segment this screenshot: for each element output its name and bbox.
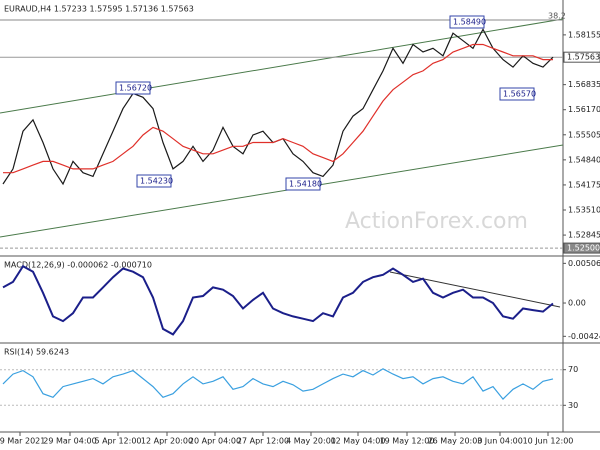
- annotation-label: 1.56720: [119, 84, 152, 93]
- y-tick-label: 1.52845: [568, 231, 600, 240]
- macd-trend-line: [389, 271, 561, 308]
- annotation-box: [136, 174, 172, 188]
- annotation-box: [285, 177, 321, 191]
- channel-upper: [0, 18, 564, 114]
- panel-title: MACD(12,26,9) -0.000062 -0.000710: [4, 261, 152, 270]
- price-marker: [563, 242, 600, 254]
- x-tick-label: 5 Apr 12:00: [94, 437, 141, 446]
- y-tick-label: 1.54175: [568, 180, 600, 189]
- panel-title: RSI(14) 59.6243: [4, 348, 69, 357]
- watermark: ActionForex.com: [345, 209, 528, 234]
- series-line: [3, 43, 553, 174]
- x-tick-label: 26 May 20:00: [428, 437, 483, 446]
- x-tick-label: 29 Mar 04:00: [43, 437, 96, 446]
- annotation-box: [115, 81, 151, 95]
- x-tick-label: 19 May 12:00: [380, 437, 435, 446]
- series-line: [2, 368, 554, 400]
- x-tick-label: 12 May 04:00: [331, 437, 386, 446]
- x-tick-label: 20 Apr 04:00: [189, 437, 241, 446]
- y-tick-label: 30: [568, 401, 578, 410]
- x-tick-label: 10 Jun 12:00: [523, 437, 574, 446]
- y-tick-label: 1.55505: [568, 130, 600, 139]
- price-marker-label: 1.52500: [567, 244, 600, 253]
- annotation-label: 1.58490: [453, 18, 486, 27]
- x-tick-label: 3 Jun 04:00: [477, 437, 523, 446]
- y-tick-label: 1.54840: [568, 155, 600, 164]
- y-tick-label: -0.004248: [568, 332, 600, 341]
- y-tick-label: 1.58155: [568, 30, 600, 39]
- x-tick-label: 12 Apr 20:00: [141, 437, 193, 446]
- annotation-box: [499, 87, 535, 101]
- annotation-label: 1.54180: [289, 180, 322, 189]
- y-tick-label: 1.56170: [568, 105, 600, 114]
- annotation-label: 38.2: [548, 12, 566, 21]
- y-tick-label: 0.005062: [568, 259, 600, 268]
- y-tick-label: 1.56835: [568, 80, 600, 89]
- x-tick-label: 19 Mar 2021: [0, 437, 45, 446]
- x-tick-label: 27 Apr 12:00: [237, 437, 289, 446]
- series-line: [2, 264, 554, 336]
- channel-lower: [0, 144, 564, 238]
- annotation-label: 1.56570: [503, 90, 536, 99]
- annotation-label: 1.54230: [140, 177, 173, 186]
- panel-title: EURAUD,H4 1.57233 1.57595 1.57136 1.5756…: [4, 5, 194, 14]
- price-marker-label: 1.57563: [567, 53, 600, 62]
- annotation-box: [449, 15, 485, 29]
- y-tick-label: 0.00: [568, 299, 586, 308]
- y-tick-label: 1.53510: [568, 206, 600, 215]
- price-marker: [563, 51, 600, 63]
- x-tick-label: 4 May 20:00: [286, 437, 336, 446]
- y-tick-label: 70: [568, 365, 578, 374]
